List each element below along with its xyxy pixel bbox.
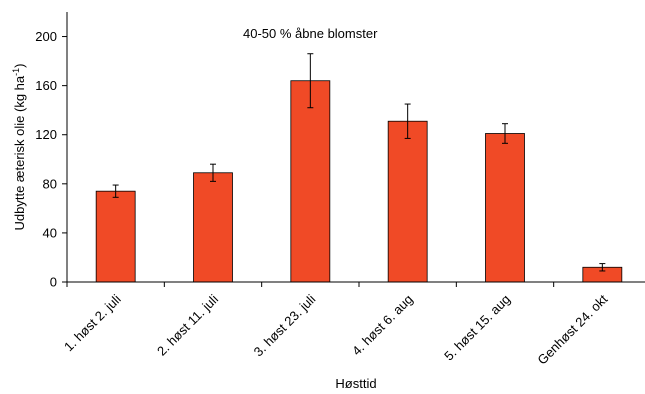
x-tick-label-0: 1. høst 2. juli — [61, 291, 124, 354]
y-axis-title-close: ) — [12, 64, 27, 68]
bars-layer — [95, 53, 623, 283]
axes-layer — [66, 12, 645, 283]
y-axis-title-main: Udbytte æterisk olie (kg ha — [12, 75, 27, 230]
x-tick-label-4: 5. høst 15. aug — [441, 292, 513, 364]
y-tick-label-4: 160 — [35, 78, 57, 93]
bar-3 — [387, 120, 428, 283]
y-tick-label-0: 0 — [50, 275, 57, 290]
y-tick-label-1: 40 — [43, 225, 57, 240]
x-axis-title: Høsttid — [335, 376, 376, 391]
x-tick-label-2: 3. høst 23. juli — [251, 291, 319, 359]
annotation-label: 40-50 % åbne blomster — [243, 26, 378, 41]
bar-0 — [95, 190, 136, 283]
bar-1 — [193, 172, 233, 283]
y-axis-title-superscript: -1 — [11, 68, 21, 76]
bar-2 — [290, 80, 331, 283]
y-axis-title: Udbytte æterisk olie (kg ha-1) — [11, 64, 27, 231]
y-tick-label-5: 200 — [35, 29, 57, 44]
x-tick-label-3: 4. høst 6. aug — [349, 292, 416, 359]
x-tick-label-1: 2. høst 11. juli — [154, 291, 221, 358]
bar-4 — [485, 133, 525, 283]
x-tick-label-5: Genhøst 24. okt — [534, 291, 610, 367]
y-tick-label-3: 120 — [35, 127, 57, 142]
y-tick-label-2: 80 — [43, 176, 57, 191]
